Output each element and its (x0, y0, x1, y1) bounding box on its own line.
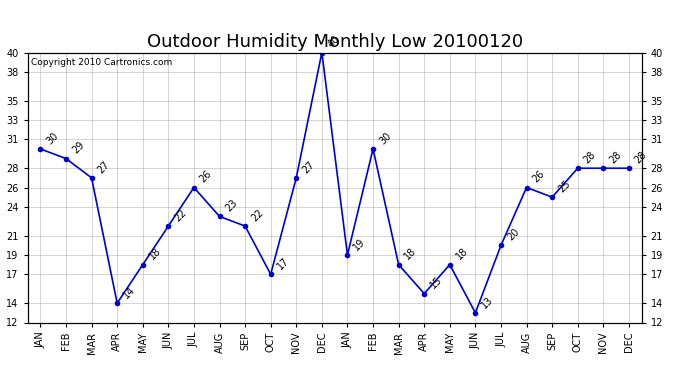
Text: 14: 14 (121, 285, 137, 300)
Text: 25: 25 (556, 178, 572, 194)
Text: 26: 26 (198, 169, 214, 185)
Text: 30: 30 (45, 130, 60, 146)
Text: 23: 23 (224, 198, 239, 214)
Text: 26: 26 (531, 169, 546, 185)
Title: Outdoor Humidity Monthly Low 20100120: Outdoor Humidity Monthly Low 20100120 (146, 33, 523, 51)
Text: 18: 18 (147, 246, 163, 262)
Text: 18: 18 (454, 246, 470, 262)
Text: 13: 13 (480, 294, 495, 310)
Text: 19: 19 (352, 237, 367, 252)
Text: 27: 27 (300, 159, 316, 175)
Text: 18: 18 (403, 246, 419, 262)
Text: 28: 28 (607, 150, 623, 165)
Text: 28: 28 (582, 150, 598, 165)
Text: 28: 28 (633, 150, 649, 165)
Text: 22: 22 (249, 207, 265, 223)
Text: 17: 17 (275, 256, 290, 272)
Text: 30: 30 (377, 130, 393, 146)
Text: Copyright 2010 Cartronics.com: Copyright 2010 Cartronics.com (30, 58, 172, 67)
Text: 40: 40 (326, 34, 342, 50)
Text: 29: 29 (70, 140, 86, 156)
Text: 20: 20 (505, 227, 521, 243)
Text: 22: 22 (172, 207, 188, 223)
Text: 15: 15 (428, 275, 444, 291)
Text: 27: 27 (96, 159, 112, 175)
